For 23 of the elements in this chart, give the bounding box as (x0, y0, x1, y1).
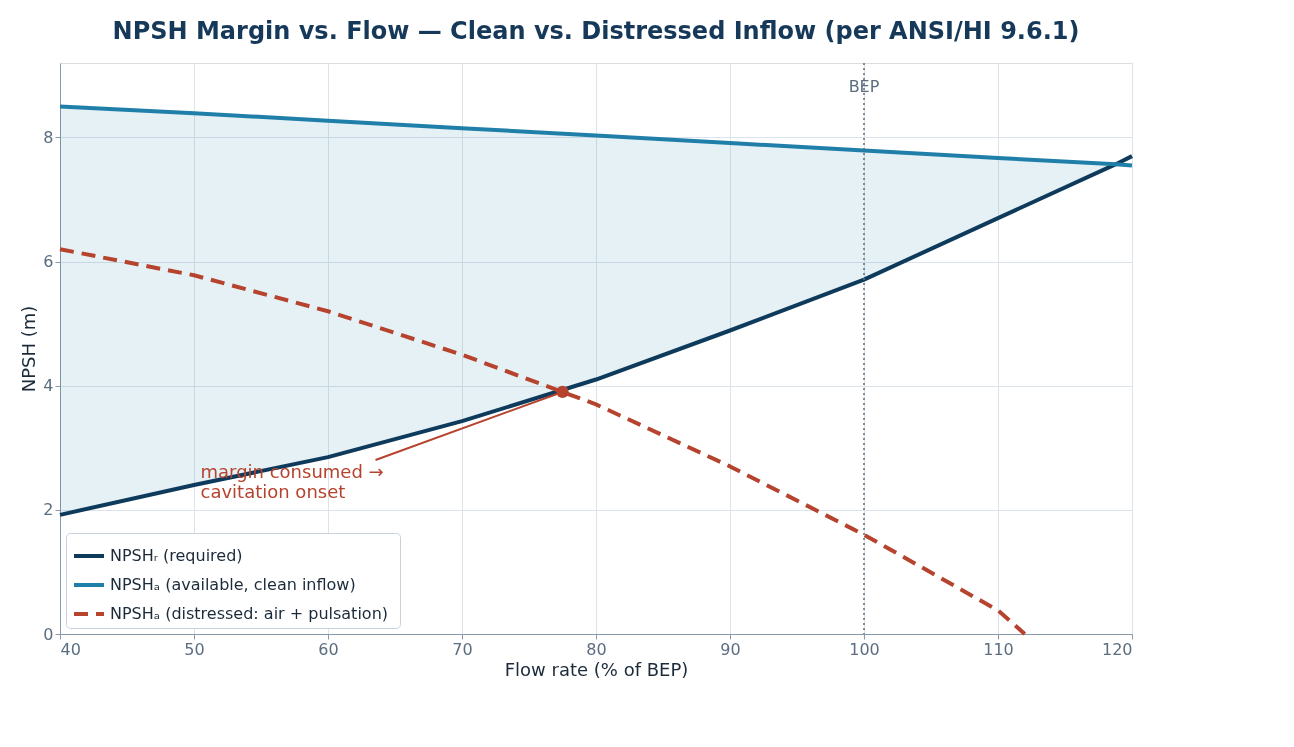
x-tick-label: 100 (849, 639, 880, 659)
y-tick-label: 8 (43, 127, 54, 147)
legend-label: NPSHₐ (available, clean inflow) (110, 575, 356, 594)
y-tick-label: 0 (43, 624, 54, 644)
line-series (58, 247, 1027, 636)
x-tick-label: 70 (452, 639, 473, 659)
x-tick-label: 40 (60, 639, 81, 659)
line-series (58, 104, 1134, 168)
x-tick-label: 60 (318, 639, 339, 659)
x-tick-label: 50 (184, 639, 205, 659)
y-tick-label: 4 (43, 376, 54, 396)
x-tick-label: 120 (1101, 639, 1133, 659)
x-tick-label: 110 (983, 639, 1014, 659)
legend-label: NPSHₐ (distressed: air + pulsation) (110, 604, 389, 623)
chart-title: NPSH Margin vs. Flow — Clean vs. Distressed Inflow (per ANSI/HI 9.6.1) (112, 17, 1080, 46)
legend-label: NPSHᵣ (required) (110, 546, 243, 565)
x-tick-label: 90 (720, 639, 741, 659)
x-axis-title: Flow rate (% of BEP) (504, 658, 689, 680)
y-tick-label: 6 (43, 252, 54, 272)
x-tick-label: 80 (586, 639, 607, 659)
y-tick-label: 2 (43, 500, 54, 520)
ref-line-label: BEP (848, 77, 880, 96)
y-axis-title: NPSH (m) (18, 305, 40, 393)
